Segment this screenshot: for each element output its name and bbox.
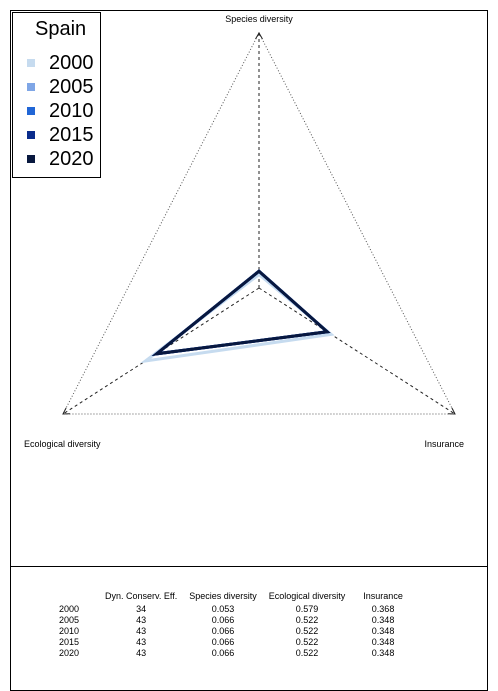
axis-label-insurance: Insurance [424, 439, 464, 449]
table-cell: 0.066 [211, 614, 235, 625]
axis-label-species-diversity: Species diversity [225, 14, 293, 24]
radar-axis-arrow [448, 407, 456, 415]
radar-chart: Species diversity Ecological diversity Ins… [24, 14, 464, 449]
table-row: 2000 34 0.053 0.579 0.368 [51, 603, 409, 614]
legend-swatch [27, 155, 35, 163]
table-row: 2020 43 0.066 0.522 0.348 [51, 647, 409, 658]
data-table: Dyn. Conserv. Eff. Species diversity Eco… [51, 591, 409, 658]
legend-label: 2005 [49, 75, 94, 98]
legend-title: Spain [35, 18, 87, 40]
table-header-row: Dyn. Conserv. Eff. Species diversity Eco… [51, 591, 409, 603]
legend-item: 2010 [27, 99, 94, 123]
legend-item: 2015 [27, 123, 94, 147]
legend-swatch [27, 131, 35, 139]
table-cell: 0.053 [211, 603, 235, 614]
legend-swatch [27, 107, 35, 115]
legend: Spain 2000 2005 2010 2015 2020 [12, 12, 101, 178]
table-cell: 2010 [59, 625, 80, 636]
table-cell: 0.522 [295, 614, 319, 625]
table-cell: 0.522 [295, 636, 319, 647]
table-header: Insurance [363, 591, 403, 601]
table-cell: 0.066 [211, 625, 235, 636]
table-cell: 2005 [59, 614, 80, 625]
legend-item: 2000 [27, 51, 94, 75]
legend-label: 2010 [49, 99, 94, 122]
legend-label: 2000 [49, 51, 94, 74]
table-cell: 0.066 [211, 636, 235, 647]
axis-label-ecological-diversity: Ecological diversity [24, 439, 101, 449]
legend-label: 2015 [49, 123, 94, 146]
legend-item: 2020 [27, 147, 94, 171]
table-cell: 43 [136, 647, 147, 658]
radar-axis-spoke [258, 287, 456, 415]
figure-frame: Species diversity Ecological diversity Ins… [10, 10, 488, 691]
table-cell: 43 [136, 614, 147, 625]
table-header: Ecological diversity [268, 591, 346, 601]
table-header: Dyn. Conserv. Eff. [105, 591, 178, 601]
table-row: 2005 43 0.066 0.522 0.348 [51, 614, 409, 625]
table-divider [11, 566, 487, 567]
legend-swatch [27, 83, 35, 91]
table-cell: 0.066 [211, 647, 235, 658]
table-cell: 0.348 [371, 647, 395, 658]
table-cell: 43 [136, 625, 147, 636]
table-cell: 0.348 [371, 614, 395, 625]
legend-swatch [27, 59, 35, 67]
table-header: Species diversity [189, 591, 257, 601]
table-cell: 0.368 [371, 603, 395, 614]
table-cell: 0.522 [295, 647, 319, 658]
table-cell: 43 [136, 636, 147, 647]
table-cell: 0.522 [295, 625, 319, 636]
table-cell: 34 [136, 603, 147, 614]
table-cell: 2015 [59, 636, 80, 647]
radar-axis-arrow [62, 407, 70, 415]
radar-outer-triangle [62, 31, 456, 415]
table-row: 2015 43 0.066 0.522 0.348 [51, 636, 409, 647]
radar-axis-arrow [255, 32, 263, 40]
table-header [51, 591, 99, 603]
legend-label: 2020 [49, 147, 94, 170]
table-cell: 0.348 [371, 625, 395, 636]
legend-item: 2005 [27, 75, 94, 99]
table-cell: 2000 [59, 603, 80, 614]
table-cell: 0.579 [295, 603, 319, 614]
table-row: 2010 43 0.066 0.522 0.348 [51, 625, 409, 636]
radar-series-2020 [151, 269, 331, 356]
table-cell: 0.348 [371, 636, 395, 647]
table-cell: 2020 [59, 647, 80, 658]
